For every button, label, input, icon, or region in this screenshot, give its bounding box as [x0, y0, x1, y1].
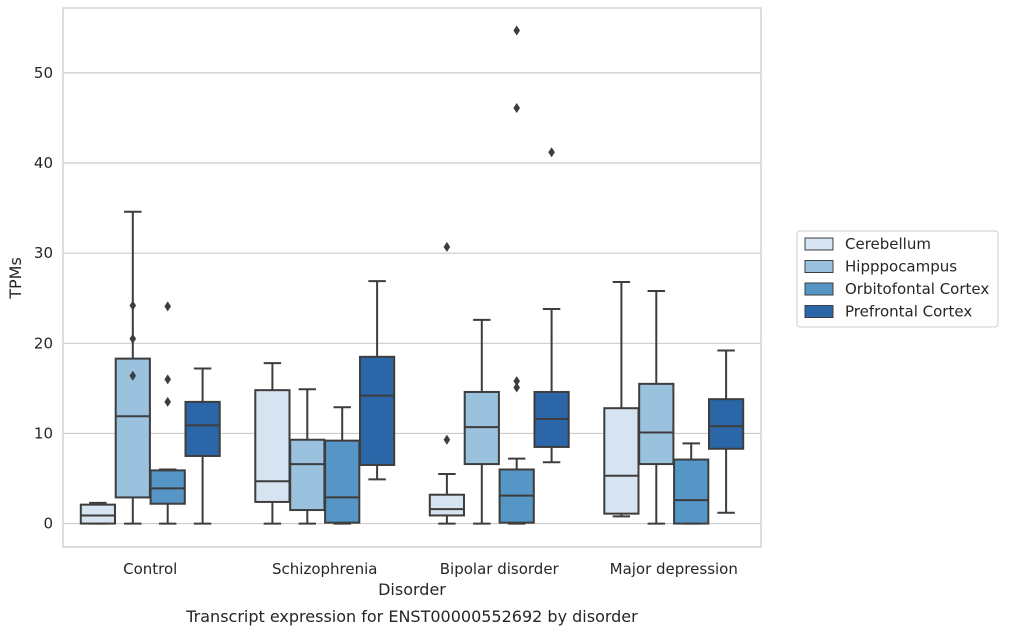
y-tick-label: 40 — [34, 154, 53, 172]
legend-label: Hipppocampus — [845, 258, 957, 276]
box-major-depression-prefrontal-cortex — [707, 349, 745, 514]
x-tick-label-control: Control — [123, 560, 177, 578]
gridlines — [63, 72, 761, 525]
box-body — [603, 407, 640, 515]
box-major-depression-hipppocampus — [638, 290, 675, 525]
outlier-point — [164, 374, 171, 385]
box-schizophrenia-orbitofontal-cortex — [324, 406, 361, 525]
y-tick-labels: 0 10 20 30 40 50 — [34, 64, 53, 533]
box-bipolar-disorder-cerebellum — [428, 241, 466, 525]
outlier-point — [513, 103, 520, 114]
box-body — [638, 382, 675, 466]
y-tick-label: 50 — [34, 64, 53, 82]
box-body — [707, 398, 745, 450]
box-major-depression-cerebellum — [603, 281, 640, 518]
legend-item-orbitofontal-cortex: Orbitofontal Cortex — [804, 280, 989, 298]
box-body — [79, 503, 117, 525]
outlier-point — [164, 301, 171, 312]
y-tick-label: 30 — [34, 244, 53, 262]
legend-swatch — [804, 260, 834, 273]
x-tick-label-bipolar-disorder: Bipolar disorder — [440, 560, 560, 578]
box-schizophrenia-hipppocampus — [289, 388, 326, 525]
x-tick-labels: Control Schizophrenia Bipolar disorder Majo… — [123, 560, 738, 578]
legend-item-cerebellum: Cerebellum — [804, 235, 931, 253]
legend-swatch — [804, 305, 834, 318]
box-body — [324, 439, 361, 524]
y-tick-label: 10 — [34, 424, 53, 442]
legend-swatch — [804, 282, 834, 296]
outlier-point — [513, 25, 520, 36]
chart-caption: Transcript expression for ENST0000055269… — [185, 607, 638, 626]
legend-label: Cerebellum — [845, 235, 931, 253]
box-major-depression-orbitofontal-cortex — [673, 442, 710, 525]
legend-swatch — [804, 237, 834, 251]
box-control-orbitofontal-cortex — [149, 301, 186, 525]
legend-label: Prefrontal Cortex — [845, 303, 972, 321]
x-tick-label-major-depression: Major depression — [610, 560, 738, 578]
box-control-hipppocampus — [114, 210, 151, 525]
x-tick-label-schizophrenia: Schizophrenia — [272, 560, 377, 578]
box-control-cerebellum — [79, 501, 117, 525]
x-axis-label: Disorder — [378, 580, 446, 599]
outlier-point — [129, 333, 137, 344]
outlier-point — [129, 300, 137, 311]
y-tick-label: 20 — [34, 334, 53, 352]
legend-item-prefrontal-cortex: Prefrontal Cortex — [804, 303, 972, 321]
legend-frame — [796, 230, 999, 328]
y-tick-label: 0 — [43, 515, 53, 533]
y-axis-label: TPMs — [6, 257, 25, 300]
box-body — [428, 493, 466, 517]
box-bipolar-disorder-orbitofontal-cortex — [498, 25, 535, 525]
box-body — [254, 389, 291, 503]
outlier-point — [513, 376, 520, 387]
outlier-point — [513, 382, 520, 393]
outlier-point — [443, 434, 451, 445]
box-bipolar-disorder-prefrontal-cortex — [533, 147, 570, 464]
box-body — [673, 458, 710, 525]
box-body — [114, 357, 151, 499]
legend: Cerebellum Hipppocampus Orbitofontal Corte… — [796, 230, 999, 328]
legend-label: Orbitofontal Cortex — [845, 280, 989, 298]
outlier-point — [164, 396, 171, 407]
box-bipolar-disorder-hipppocampus — [463, 318, 500, 525]
outlier-point — [443, 241, 451, 252]
outlier-point — [548, 147, 555, 158]
box-control-prefrontal-cortex — [184, 367, 221, 525]
box-schizophrenia-cerebellum — [254, 362, 291, 525]
outlier-point — [129, 370, 137, 381]
legend-item-hipppocampus: Hipppocampus — [804, 258, 957, 276]
box-groups — [79, 25, 745, 525]
box-body — [358, 355, 396, 466]
box-body — [184, 400, 221, 457]
box-schizophrenia-prefrontal-cortex — [358, 280, 396, 481]
plot-area-frame — [62, 7, 762, 548]
box-body — [149, 469, 186, 505]
box-body — [289, 438, 326, 512]
